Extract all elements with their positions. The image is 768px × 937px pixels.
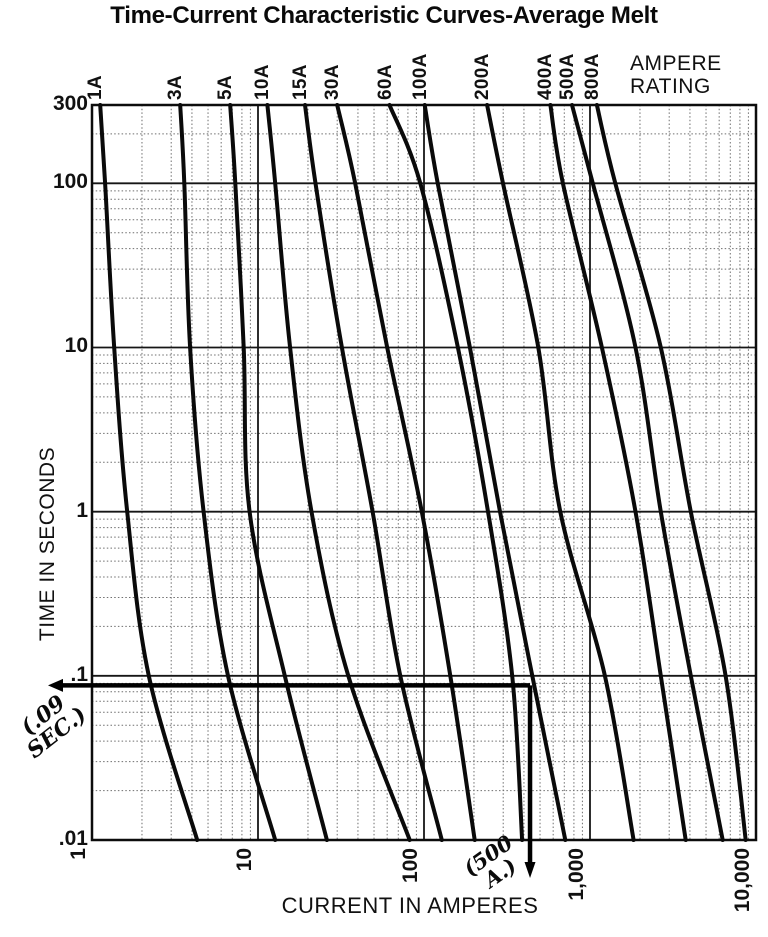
curve-label-200A: 200A [472, 53, 494, 100]
ampere-rating-label: AMPERE RATING [630, 52, 722, 98]
curve-3A [178, 103, 278, 842]
y-tick-label-300: 300 [52, 92, 88, 115]
curve-30A [335, 103, 477, 842]
curve-500A [570, 103, 725, 842]
ampere-rating-line1: AMPERE [630, 52, 722, 75]
curve-800A [594, 103, 748, 842]
curve-label-400A: 400A [535, 53, 557, 100]
curve-100A [422, 103, 568, 842]
curve-15A [303, 103, 444, 842]
y-tick-label-.1: .1 [70, 662, 88, 686]
curve-10A [265, 103, 412, 842]
curve-60A [387, 103, 525, 842]
x-tick-label-10,000: 10,000 [731, 848, 754, 913]
curve-label-60A: 60A [374, 64, 396, 100]
curve-400A [548, 103, 688, 842]
curve-label-15A: 15A [290, 64, 312, 100]
curve-5A [228, 103, 329, 842]
y-tick-label-1: 1 [76, 498, 88, 522]
y-tick-label-10: 10 [64, 334, 88, 358]
ampere-rating-line2: RATING [630, 75, 711, 98]
curve-200A [485, 103, 636, 842]
curve-label-1A: 1A [85, 75, 107, 100]
curve-label-100A: 100A [409, 53, 431, 100]
curve-label-10A: 10A [252, 64, 274, 100]
chart-title: Time-Current Characteristic Curves-Avera… [110, 2, 658, 29]
curve-label-30A: 30A [322, 64, 344, 100]
y-tick-label-.01: .01 [58, 827, 88, 850]
curve-label-3A: 3A [165, 75, 187, 100]
x-tick-label-1: 1 [67, 848, 90, 860]
curve-label-800A: 800A [581, 53, 603, 100]
y-tick-label-100: 100 [52, 170, 88, 194]
annotation-arrow-down-head-icon [524, 862, 536, 878]
curve-1A [98, 103, 200, 842]
x-axis-title: CURRENT IN AMPERES [281, 893, 539, 918]
annotation-arrow-left-head-icon [48, 678, 63, 692]
curve-label-500A: 500A [556, 53, 578, 100]
curve-label-5A: 5A [215, 75, 237, 100]
y-axis-title: TIME IN SECONDS [36, 446, 59, 642]
